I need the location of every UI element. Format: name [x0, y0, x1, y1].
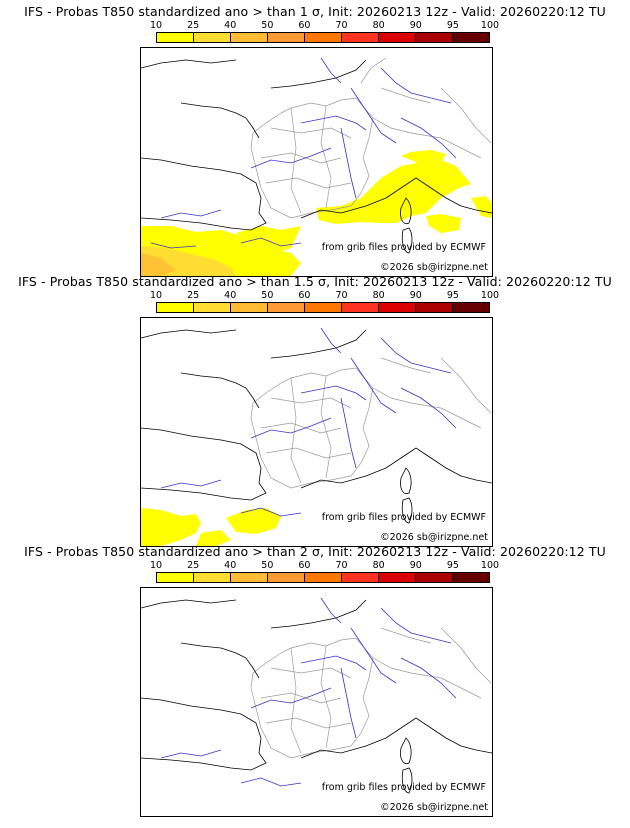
panel-title: IFS - Probas T850 standardized ano > tha…	[24, 544, 606, 559]
colorbar-segment	[305, 573, 342, 582]
colorbar-segment	[157, 303, 194, 312]
colorbar-segment	[342, 573, 379, 582]
colorbar-segment	[194, 33, 231, 42]
colorbar-segment	[305, 33, 342, 42]
colorbar-ticks: 10 25 40 50 60 70 80 90 95 100	[142, 20, 499, 31]
panel-title: IFS - Probas T850 standardized ano > tha…	[24, 4, 606, 19]
country-borders	[250, 57, 492, 219]
map-svg	[141, 597, 492, 794]
panel-1: IFS - Probas T850 standardized ano > tha…	[0, 0, 630, 277]
colorbar-segment	[194, 303, 231, 312]
copyright: ©2026 sb@irizpne.net	[380, 262, 488, 273]
colorbar-segment	[453, 303, 489, 312]
coastlines	[141, 329, 492, 524]
colorbar-segment	[268, 33, 305, 42]
colorbar-segment	[268, 303, 305, 312]
colorbar-tick-label: 25	[187, 20, 200, 31]
source-attribution: from grib files provided by ECMWF	[321, 242, 486, 253]
colorbar-segment	[194, 573, 231, 582]
colorbar-tick-label: 60	[298, 290, 311, 301]
coastlines	[141, 599, 492, 794]
colorbar-segment	[416, 573, 453, 582]
colorbar-segment	[231, 573, 268, 582]
colorbar	[156, 572, 490, 583]
map-svg	[141, 57, 492, 276]
colorbar-tick-label: 25	[187, 560, 200, 571]
colorbar-segment	[157, 33, 194, 42]
colorbar-segment	[379, 303, 416, 312]
panel-2: IFS - Probas T850 standardized ano > tha…	[0, 270, 630, 547]
colorbar-tick-label: 10	[149, 290, 163, 301]
colorbar-tick-label: 70	[335, 560, 348, 571]
colorbar-tick-label: 50	[261, 290, 274, 301]
colorbar-ticks: 10 25 40 50 60 70 80 90 95 100	[142, 290, 499, 301]
colorbar-tick-label: 40	[224, 290, 237, 301]
colorbar-tick-label: 80	[372, 560, 385, 571]
colorbar-tick-label: 100	[480, 290, 500, 301]
colorbar-segment	[379, 573, 416, 582]
map-france: from grib files provided by ECMWF ©2026 …	[140, 317, 493, 547]
colorbar-tick-label: 50	[261, 560, 274, 571]
colorbar-segment	[453, 573, 489, 582]
colorbar-tick-label: 90	[409, 290, 422, 301]
colorbar-tick-label: 40	[224, 20, 237, 31]
rivers	[160, 327, 457, 517]
map-france: from grib files provided by ECMWF ©2026 …	[140, 587, 493, 817]
colorbar-tick-label: 10	[149, 20, 163, 31]
colorbar-tick-label: 100	[480, 560, 500, 571]
colorbar-tick-label: 95	[446, 20, 459, 31]
country-borders	[250, 357, 492, 489]
colorbar-segment	[268, 573, 305, 582]
copyright: ©2026 sb@irizpne.net	[380, 802, 488, 813]
colorbar-tick-label: 90	[409, 560, 422, 571]
probability-shading	[141, 150, 492, 276]
colorbar	[156, 32, 490, 43]
colorbar-tick-label: 80	[372, 290, 385, 301]
colorbar-segment	[231, 33, 268, 42]
colorbar-tick-label: 40	[224, 560, 237, 571]
country-borders	[250, 627, 492, 759]
colorbar-segment	[453, 33, 489, 42]
colorbar-tick-label: 95	[446, 290, 459, 301]
colorbar-tick-label: 50	[261, 20, 274, 31]
colorbar-segment	[416, 33, 453, 42]
coastlines	[141, 59, 492, 254]
colorbar-tick-label: 95	[446, 560, 459, 571]
probability-shading	[141, 508, 281, 546]
colorbar-segment	[379, 33, 416, 42]
source-attribution: from grib files provided by ECMWF	[321, 782, 486, 793]
colorbar-tick-label: 25	[187, 290, 200, 301]
colorbar-segment	[416, 303, 453, 312]
colorbar-segment	[342, 303, 379, 312]
map-france: from grib files provided by ECMWF ©2026 …	[140, 47, 493, 277]
colorbar-tick-label: 90	[409, 20, 422, 31]
colorbar-tick-label: 70	[335, 290, 348, 301]
copyright: ©2026 sb@irizpne.net	[380, 532, 488, 543]
colorbar-tick-label: 60	[298, 560, 311, 571]
colorbar-tick-label: 80	[372, 20, 385, 31]
colorbar-tick-label: 10	[149, 560, 163, 571]
colorbar-tick-label: 60	[298, 20, 311, 31]
panel-title: IFS - Probas T850 standardized ano > tha…	[18, 274, 612, 289]
rivers	[150, 57, 457, 249]
colorbar-segment	[305, 303, 342, 312]
source-attribution: from grib files provided by ECMWF	[321, 512, 486, 523]
map-svg	[141, 327, 492, 546]
colorbar-ticks: 10 25 40 50 60 70 80 90 95 100	[142, 560, 499, 571]
colorbar-tick-label: 70	[335, 20, 348, 31]
colorbar-segment	[342, 33, 379, 42]
colorbar-segment	[157, 573, 194, 582]
colorbar-tick-label: 100	[480, 20, 500, 31]
panel-3: IFS - Probas T850 standardized ano > tha…	[0, 540, 630, 817]
colorbar	[156, 302, 490, 313]
colorbar-segment	[231, 303, 268, 312]
rivers	[160, 597, 457, 787]
